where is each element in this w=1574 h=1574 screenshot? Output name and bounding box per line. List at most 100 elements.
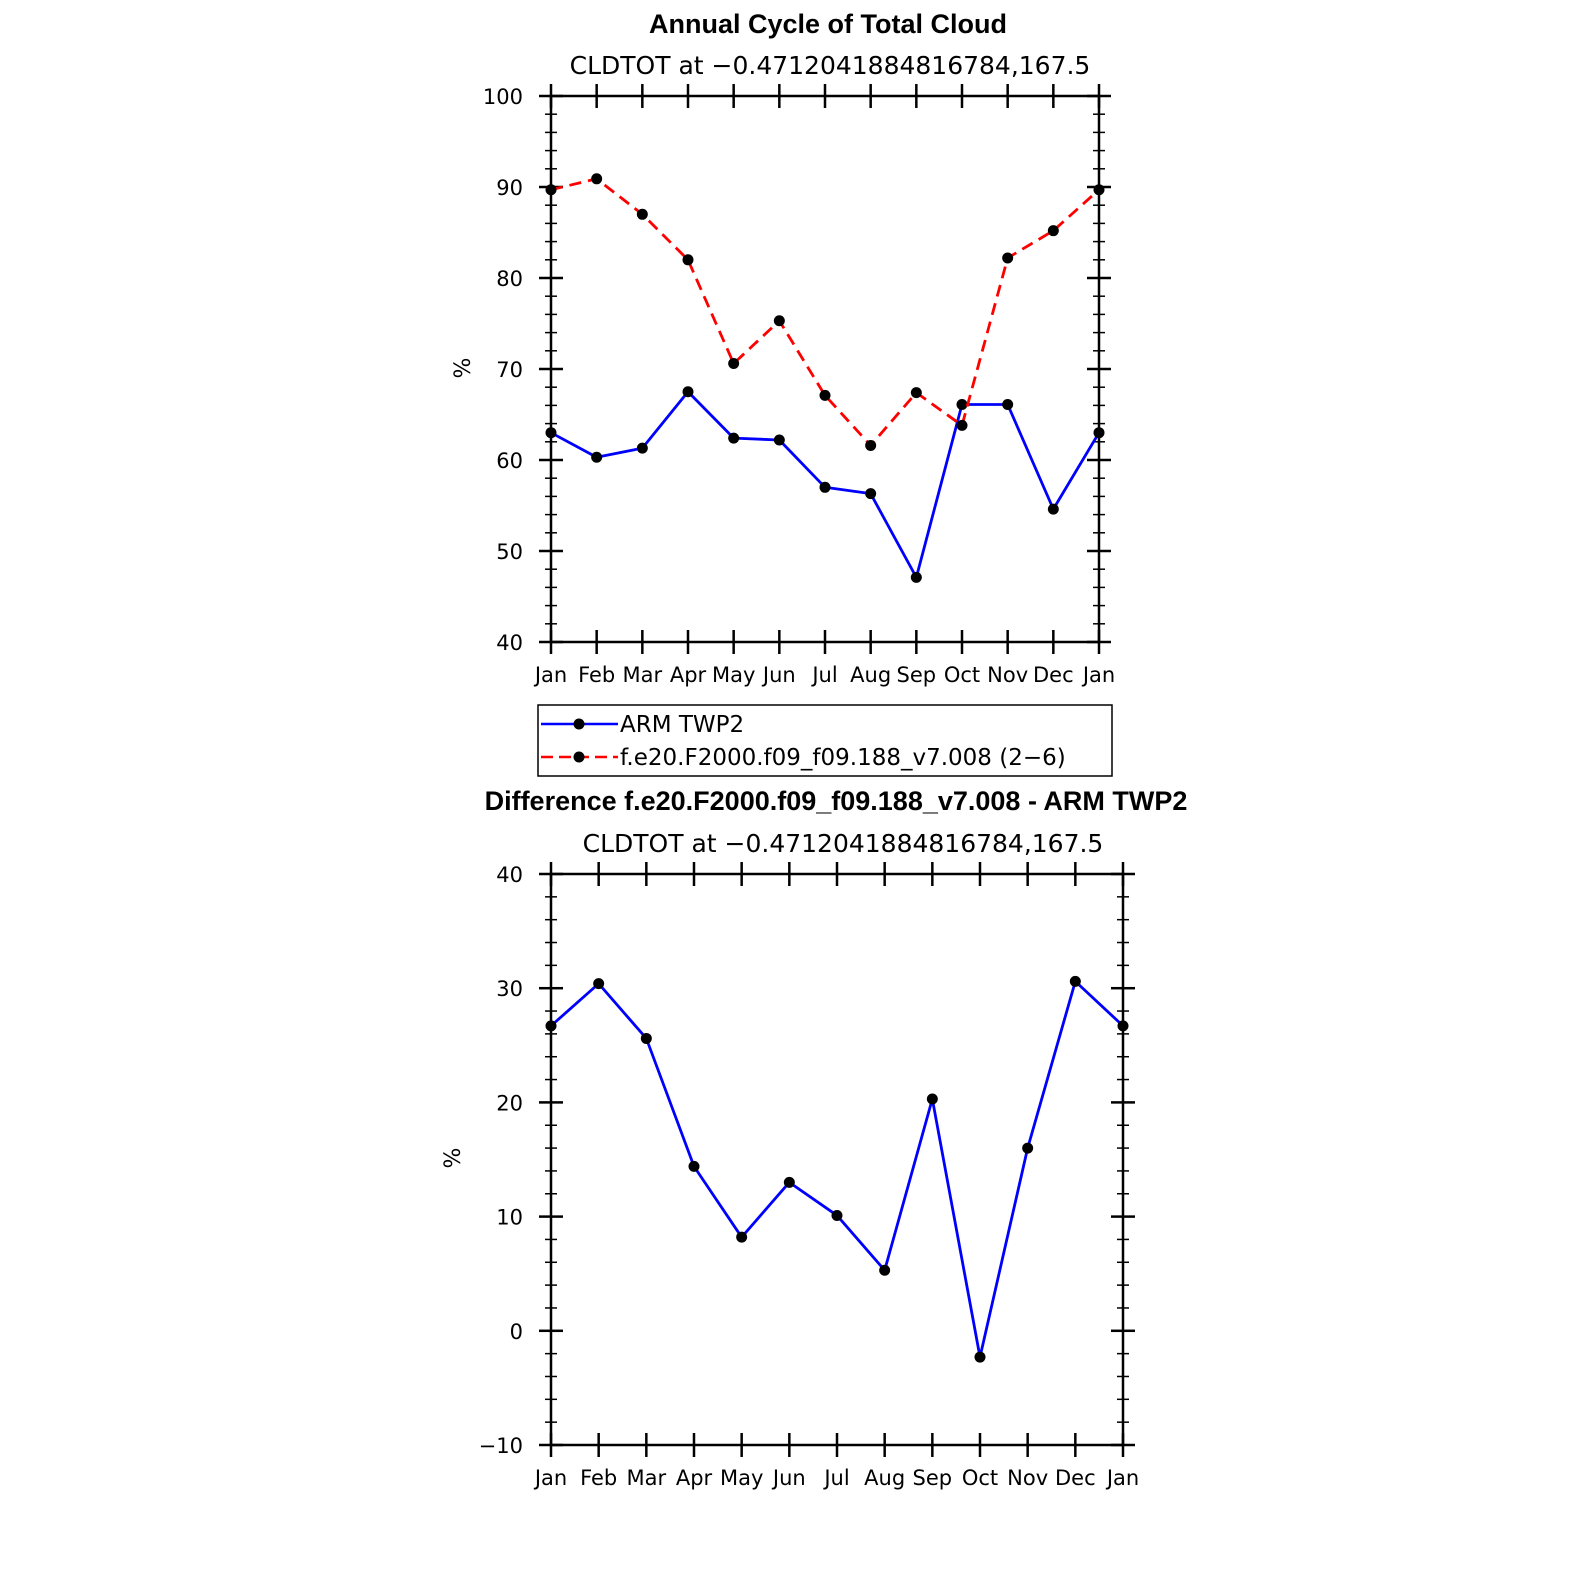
x-tick-label: Oct	[944, 663, 980, 687]
data-point	[736, 1231, 748, 1243]
data-point	[545, 427, 557, 439]
data-point	[1069, 975, 1081, 987]
y-tick-label: 80	[496, 267, 523, 291]
data-point	[688, 1160, 700, 1172]
y-tick-label: 60	[496, 449, 523, 473]
x-tick-label: Jan	[1081, 663, 1115, 687]
series-line	[550, 979, 1124, 1359]
difference-chart: Difference f.e20.F2000.f09_f09.188_v7.00…	[441, 786, 1187, 1490]
x-tick-label: May	[720, 1466, 763, 1490]
x-tick-label: Apr	[670, 663, 707, 687]
plot-frame	[549, 94, 1101, 644]
x-tick-label: Feb	[580, 1466, 617, 1490]
axis-ticks	[539, 862, 1135, 1457]
plot-frame	[549, 872, 1125, 1447]
x-tick-label: Jan	[533, 1466, 567, 1490]
data-point	[783, 1176, 795, 1188]
legend-marker-model	[573, 751, 585, 763]
data-point	[865, 488, 877, 500]
series-group	[545, 975, 1129, 1363]
data-point	[1047, 503, 1059, 515]
y-tick-label: 0	[510, 1320, 523, 1344]
x-tick-label: Nov	[1007, 1466, 1048, 1490]
data-point	[636, 208, 648, 220]
x-tick-label: Jul	[810, 663, 837, 687]
x-tick-label: Jun	[771, 1466, 806, 1490]
x-tick-label: Dec	[1055, 1466, 1096, 1490]
legend-label-arm: ARM TWP2	[620, 712, 744, 738]
data-point	[1022, 1142, 1034, 1154]
data-point	[1093, 184, 1105, 196]
data-point	[728, 432, 740, 444]
y-axis-label: %	[441, 1148, 466, 1169]
y-axis-label: %	[451, 358, 476, 379]
series-line	[550, 177, 1100, 447]
x-tick-label: Jan	[533, 663, 567, 687]
chart-title: Annual Cycle of Total Cloud	[649, 9, 1007, 39]
x-tick-labels: Jan Feb Mar Apr May Jun Jul Aug Sep Oct Nov Dec Jan	[533, 663, 1115, 687]
data-point	[1093, 427, 1105, 439]
x-tick-label: Sep	[913, 1466, 953, 1490]
data-point	[591, 451, 603, 463]
data-point	[682, 386, 694, 398]
x-tick-label: Dec	[1033, 663, 1074, 687]
y-tick-label: 70	[496, 358, 523, 382]
legend-marker-arm	[573, 718, 585, 730]
data-point	[819, 389, 831, 401]
data-point	[545, 184, 557, 196]
data-point	[1047, 225, 1059, 237]
axis-ticks	[539, 84, 1111, 654]
y-tick-label: 40	[496, 631, 523, 655]
legend-label-model: f.e20.F2000.f09_f09.188_v7.008 (2−6)	[620, 745, 1066, 771]
x-tick-label: Jun	[761, 663, 796, 687]
data-point	[1002, 252, 1014, 264]
x-tick-label: May	[712, 663, 755, 687]
data-point	[910, 387, 922, 399]
x-tick-label: Aug	[850, 663, 891, 687]
y-tick-labels: 40 30 20 10 0 −10	[479, 863, 523, 1458]
legend: ARM TWP2 f.e20.F2000.f09_f09.188_v7.008 …	[537, 704, 1113, 777]
legend-box	[537, 704, 1113, 777]
x-tick-label: Nov	[987, 663, 1028, 687]
chart-subtitle: CLDTOT at −0.4712041884816784,167.5	[570, 51, 1091, 80]
data-point	[773, 315, 785, 327]
x-tick-label: Jan	[1105, 1466, 1139, 1490]
x-tick-label: Jul	[822, 1466, 849, 1490]
data-point	[819, 481, 831, 493]
y-tick-labels: 100 90 80 70 60 50 40	[483, 85, 523, 655]
x-tick-label: Oct	[962, 1466, 998, 1490]
data-point	[956, 398, 968, 410]
x-tick-label: Sep	[897, 663, 937, 687]
data-point	[636, 442, 648, 454]
y-tick-label: 10	[496, 1206, 523, 1230]
data-point	[545, 1020, 557, 1032]
x-tick-label: Feb	[578, 663, 615, 687]
data-point	[879, 1264, 891, 1276]
x-tick-label: Mar	[623, 663, 663, 687]
data-point	[926, 1093, 938, 1105]
y-tick-label: 40	[496, 863, 523, 887]
data-point	[773, 434, 785, 446]
data-point	[1117, 1020, 1129, 1032]
y-tick-label: 30	[496, 977, 523, 1001]
chart-title: Difference f.e20.F2000.f09_f09.188_v7.00…	[485, 786, 1188, 816]
x-tick-label: Mar	[627, 1466, 667, 1490]
x-tick-label: Aug	[864, 1466, 905, 1490]
y-tick-label: 20	[496, 1091, 523, 1115]
data-point	[865, 439, 877, 451]
x-tick-labels: Jan Feb Mar Apr May Jun Jul Aug Sep Oct Nov Dec Jan	[533, 1466, 1139, 1490]
data-point	[591, 173, 603, 185]
data-point	[640, 1032, 652, 1044]
data-point	[593, 978, 605, 990]
y-tick-label: −10	[479, 1434, 523, 1458]
data-point	[910, 571, 922, 583]
y-tick-label: 100	[483, 85, 523, 109]
y-tick-label: 90	[496, 176, 523, 200]
data-point	[956, 419, 968, 431]
data-point	[974, 1351, 986, 1363]
chart-subtitle: CLDTOT at −0.4712041884816784,167.5	[583, 829, 1104, 858]
x-tick-label: Apr	[676, 1466, 713, 1490]
data-point	[728, 358, 740, 370]
series-group	[545, 173, 1105, 583]
